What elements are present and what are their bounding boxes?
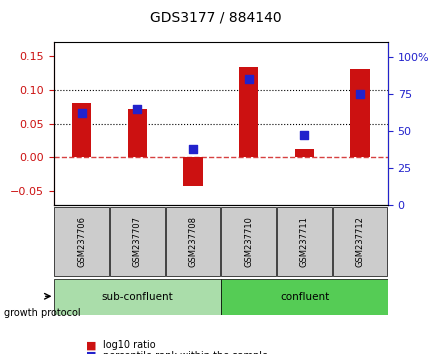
Text: GSM237712: GSM237712 — [355, 216, 364, 267]
Text: ■: ■ — [86, 340, 96, 350]
Text: sub-confluent: sub-confluent — [101, 292, 173, 302]
Text: GSM237708: GSM237708 — [188, 216, 197, 267]
Text: percentile rank within the sample: percentile rank within the sample — [103, 351, 268, 354]
Bar — [350, 69, 369, 157]
FancyBboxPatch shape — [54, 207, 109, 276]
Bar — [294, 149, 313, 157]
FancyBboxPatch shape — [332, 207, 387, 276]
FancyBboxPatch shape — [276, 207, 331, 276]
Point — [134, 106, 141, 112]
Point — [189, 146, 196, 152]
Text: GSM237707: GSM237707 — [132, 216, 141, 267]
Bar — [127, 109, 147, 157]
Bar — [72, 103, 91, 157]
Bar — [183, 157, 203, 186]
FancyBboxPatch shape — [110, 207, 164, 276]
Text: confluent: confluent — [280, 292, 329, 302]
Point — [245, 76, 252, 82]
Point — [356, 91, 362, 97]
Text: GDS3177 / 884140: GDS3177 / 884140 — [149, 11, 281, 25]
FancyBboxPatch shape — [166, 207, 220, 276]
Text: growth protocol: growth protocol — [4, 308, 81, 318]
FancyBboxPatch shape — [54, 279, 221, 315]
Text: GSM237710: GSM237710 — [244, 216, 253, 267]
Text: GSM237706: GSM237706 — [77, 216, 86, 267]
Point — [300, 132, 307, 138]
Bar — [238, 68, 258, 157]
Text: log10 ratio: log10 ratio — [103, 340, 156, 350]
Point — [78, 110, 85, 116]
Text: ■: ■ — [86, 351, 96, 354]
Text: GSM237711: GSM237711 — [299, 216, 308, 267]
FancyBboxPatch shape — [221, 279, 387, 315]
FancyBboxPatch shape — [221, 207, 275, 276]
